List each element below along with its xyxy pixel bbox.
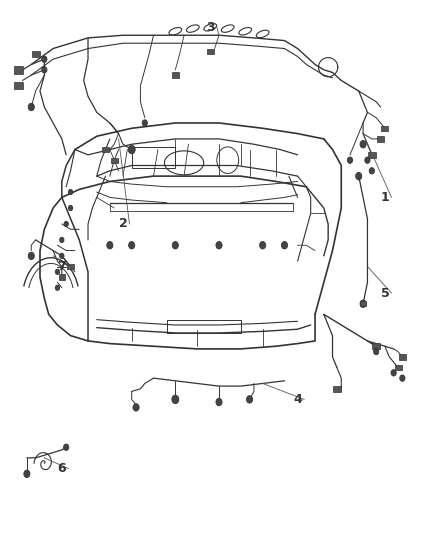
- Bar: [14, 66, 22, 74]
- Text: 5: 5: [381, 287, 389, 300]
- Circle shape: [28, 252, 34, 260]
- Text: 2: 2: [119, 217, 127, 230]
- Circle shape: [391, 369, 396, 376]
- Bar: [132, 147, 175, 168]
- Bar: [207, 49, 214, 54]
- Bar: [59, 274, 65, 280]
- Circle shape: [172, 241, 178, 249]
- Bar: [399, 354, 406, 360]
- Bar: [111, 158, 118, 163]
- Bar: [395, 365, 402, 370]
- Circle shape: [42, 56, 47, 62]
- Bar: [102, 147, 109, 152]
- Bar: [381, 126, 389, 131]
- Bar: [172, 72, 179, 78]
- Circle shape: [247, 395, 253, 403]
- Bar: [67, 264, 74, 269]
- Circle shape: [347, 157, 353, 164]
- Circle shape: [400, 375, 405, 381]
- Circle shape: [129, 241, 135, 249]
- Circle shape: [128, 146, 135, 154]
- Circle shape: [68, 189, 73, 195]
- Circle shape: [28, 103, 34, 111]
- Circle shape: [24, 470, 30, 478]
- Circle shape: [360, 300, 366, 308]
- Circle shape: [172, 395, 179, 403]
- Circle shape: [365, 157, 370, 164]
- Circle shape: [55, 269, 60, 274]
- Bar: [372, 343, 380, 350]
- Bar: [377, 136, 384, 142]
- Circle shape: [216, 241, 222, 249]
- Circle shape: [64, 444, 69, 450]
- Circle shape: [356, 172, 362, 180]
- Circle shape: [360, 141, 366, 148]
- Circle shape: [142, 120, 148, 126]
- Circle shape: [68, 205, 73, 211]
- Text: 4: 4: [293, 393, 302, 406]
- Circle shape: [282, 241, 288, 249]
- Bar: [333, 385, 341, 392]
- Bar: [14, 82, 22, 90]
- Circle shape: [107, 241, 113, 249]
- Circle shape: [260, 241, 266, 249]
- Bar: [360, 301, 366, 306]
- Text: 3: 3: [206, 21, 215, 34]
- Text: 6: 6: [57, 462, 66, 475]
- Bar: [32, 51, 39, 57]
- Circle shape: [55, 285, 60, 290]
- Circle shape: [42, 67, 47, 73]
- Circle shape: [60, 237, 64, 243]
- Circle shape: [133, 403, 139, 411]
- Text: 7: 7: [57, 260, 66, 273]
- Circle shape: [64, 221, 68, 227]
- Circle shape: [216, 398, 222, 406]
- Bar: [368, 152, 376, 158]
- Text: 1: 1: [381, 191, 389, 204]
- Circle shape: [369, 167, 374, 174]
- Circle shape: [60, 253, 64, 259]
- Circle shape: [374, 349, 379, 355]
